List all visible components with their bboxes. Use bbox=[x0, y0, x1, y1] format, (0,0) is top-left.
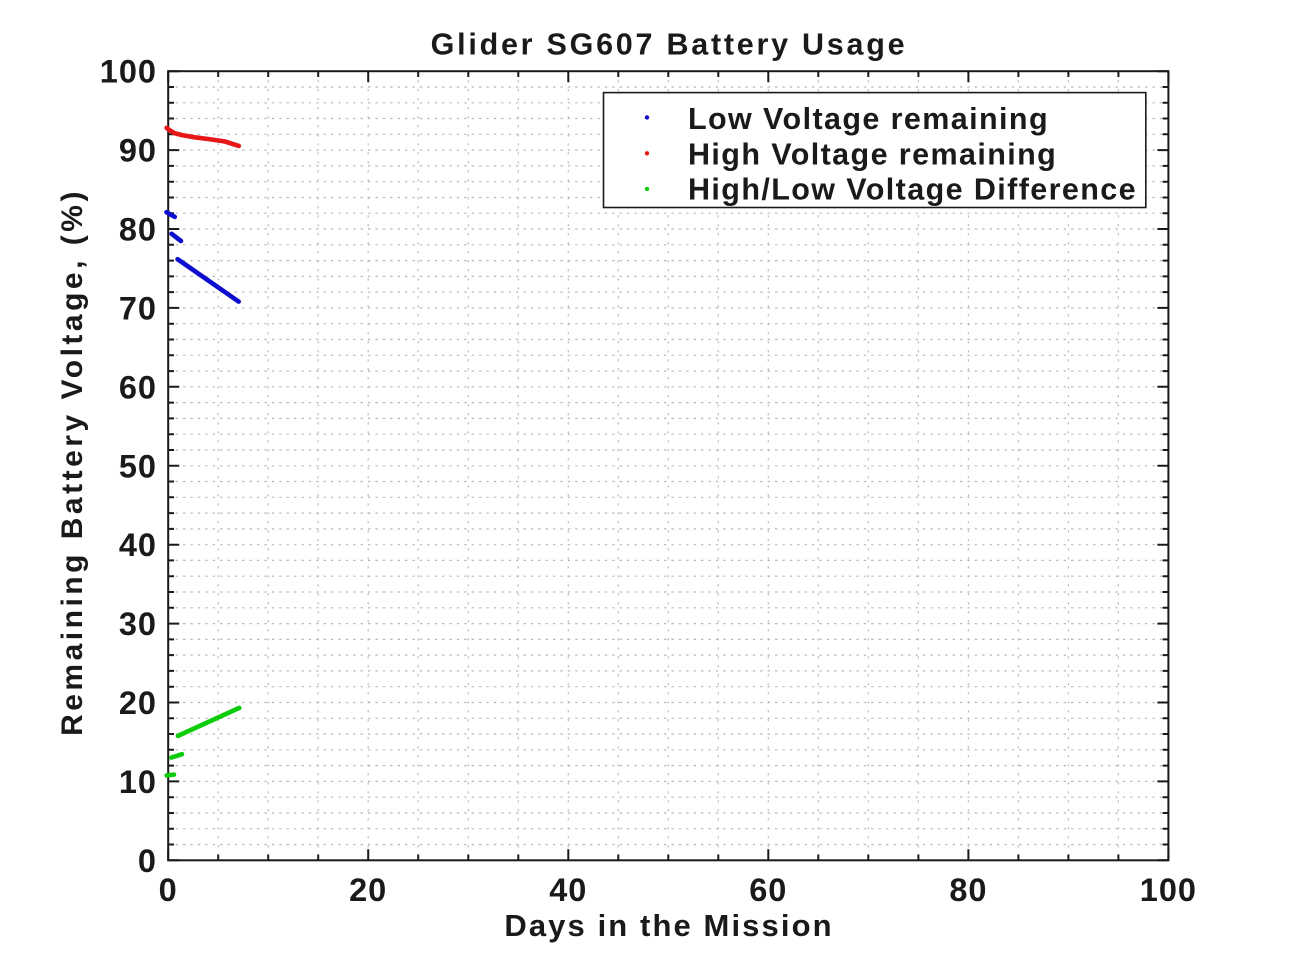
svg-text:Low Voltage remaining: Low Voltage remaining bbox=[688, 102, 1049, 136]
svg-text:Remaining Battery Voltage, (%): Remaining Battery Voltage, (%) bbox=[56, 188, 89, 736]
svg-text:100: 100 bbox=[1140, 872, 1197, 908]
svg-text:60: 60 bbox=[119, 369, 157, 405]
svg-text:High/Low Voltage Difference: High/Low Voltage Difference bbox=[688, 172, 1137, 206]
svg-text:20: 20 bbox=[349, 872, 387, 908]
svg-text:70: 70 bbox=[119, 290, 157, 326]
svg-text:10: 10 bbox=[119, 764, 157, 800]
svg-text:30: 30 bbox=[119, 606, 157, 642]
svg-text:80: 80 bbox=[119, 212, 157, 248]
svg-text:100: 100 bbox=[100, 54, 157, 90]
svg-text:50: 50 bbox=[119, 448, 157, 484]
svg-text:80: 80 bbox=[949, 872, 987, 908]
svg-text:0: 0 bbox=[138, 843, 157, 879]
svg-text:0: 0 bbox=[159, 872, 178, 908]
svg-text:20: 20 bbox=[119, 685, 157, 721]
svg-text:High Voltage remaining: High Voltage remaining bbox=[688, 138, 1057, 172]
svg-text:40: 40 bbox=[549, 872, 587, 908]
svg-text:40: 40 bbox=[119, 527, 157, 563]
svg-text:90: 90 bbox=[119, 133, 157, 169]
svg-text:Glider SG607 Battery Usage: Glider SG607 Battery Usage bbox=[431, 28, 908, 62]
svg-text:60: 60 bbox=[749, 872, 787, 908]
svg-text:Days in the Mission: Days in the Mission bbox=[504, 908, 833, 943]
